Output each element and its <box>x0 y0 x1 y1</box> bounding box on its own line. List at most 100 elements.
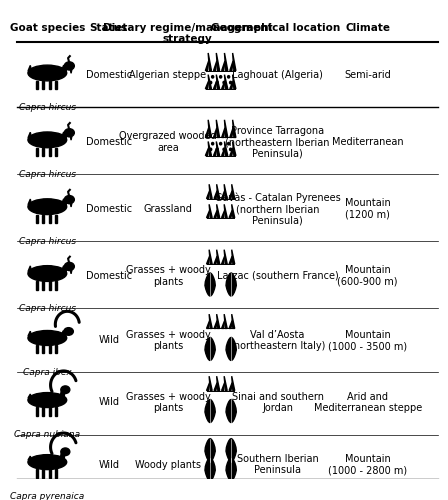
Polygon shape <box>208 120 211 138</box>
Circle shape <box>229 148 233 152</box>
Ellipse shape <box>65 196 74 203</box>
Polygon shape <box>214 128 217 138</box>
Polygon shape <box>224 376 227 390</box>
Polygon shape <box>49 148 52 156</box>
Polygon shape <box>205 81 209 89</box>
Polygon shape <box>232 204 235 218</box>
Polygon shape <box>229 320 232 328</box>
Polygon shape <box>209 314 212 328</box>
Text: Wild: Wild <box>98 398 119 407</box>
Polygon shape <box>216 53 220 70</box>
Polygon shape <box>214 320 217 328</box>
Polygon shape <box>216 120 220 138</box>
Polygon shape <box>55 408 57 416</box>
Polygon shape <box>209 184 212 198</box>
Polygon shape <box>61 331 67 338</box>
Polygon shape <box>222 128 225 138</box>
Text: Domestic: Domestic <box>86 70 132 81</box>
Ellipse shape <box>28 132 67 148</box>
Polygon shape <box>226 338 237 360</box>
Circle shape <box>211 75 215 78</box>
Polygon shape <box>28 199 31 205</box>
Polygon shape <box>42 346 44 354</box>
Text: Domestic: Domestic <box>86 204 132 214</box>
Polygon shape <box>216 74 220 89</box>
Polygon shape <box>207 320 210 328</box>
Ellipse shape <box>61 386 70 394</box>
Polygon shape <box>224 204 227 218</box>
Polygon shape <box>207 190 210 198</box>
Ellipse shape <box>65 128 74 137</box>
Polygon shape <box>233 142 236 156</box>
Polygon shape <box>209 204 212 218</box>
Polygon shape <box>42 282 44 290</box>
Polygon shape <box>205 400 215 422</box>
Text: Southern Iberian
Peninsula: Southern Iberian Peninsula <box>237 454 319 475</box>
Polygon shape <box>222 210 224 218</box>
Polygon shape <box>61 266 67 274</box>
Text: Capra hircus: Capra hircus <box>19 304 76 312</box>
Polygon shape <box>233 74 236 89</box>
Polygon shape <box>205 61 209 70</box>
Polygon shape <box>61 66 67 74</box>
Circle shape <box>229 80 233 84</box>
Circle shape <box>222 148 226 152</box>
Polygon shape <box>42 408 44 416</box>
Text: Laghouat (Algeria): Laghouat (Algeria) <box>232 70 323 81</box>
Circle shape <box>219 142 222 146</box>
Text: Climate: Climate <box>345 23 390 33</box>
Ellipse shape <box>65 262 74 270</box>
Polygon shape <box>209 376 212 390</box>
Polygon shape <box>205 148 209 156</box>
Polygon shape <box>222 61 225 70</box>
Text: Val d’Aosta
(northeastern Italy): Val d’Aosta (northeastern Italy) <box>230 330 325 351</box>
Polygon shape <box>232 184 235 198</box>
Polygon shape <box>36 148 38 156</box>
Text: Arid and
Mediterranean steppe: Arid and Mediterranean steppe <box>314 392 422 413</box>
Text: Mountain
(1000 - 3500 m): Mountain (1000 - 3500 m) <box>328 330 407 351</box>
Circle shape <box>222 80 226 84</box>
Text: Province Tarragona
(northeastern Iberian
Peninsula): Province Tarragona (northeastern Iberian… <box>225 126 330 159</box>
Ellipse shape <box>28 199 67 214</box>
Polygon shape <box>42 214 44 223</box>
Polygon shape <box>222 148 225 156</box>
Polygon shape <box>224 74 228 89</box>
Polygon shape <box>224 250 227 264</box>
Polygon shape <box>233 53 236 70</box>
Polygon shape <box>55 282 57 290</box>
Ellipse shape <box>28 330 67 345</box>
Polygon shape <box>55 346 57 354</box>
Polygon shape <box>55 81 57 90</box>
Polygon shape <box>70 70 72 73</box>
Polygon shape <box>217 314 220 328</box>
Text: Domestic: Domestic <box>86 137 132 147</box>
Polygon shape <box>207 210 210 218</box>
Polygon shape <box>208 53 211 70</box>
Text: Grasses + woody
plants: Grasses + woody plants <box>125 392 211 413</box>
Polygon shape <box>61 199 67 207</box>
Polygon shape <box>214 256 217 264</box>
Polygon shape <box>55 470 57 478</box>
Polygon shape <box>209 250 212 264</box>
Ellipse shape <box>28 266 67 281</box>
Polygon shape <box>28 66 31 71</box>
Polygon shape <box>222 81 225 89</box>
Text: Sinai and southern
Jordan: Sinai and southern Jordan <box>232 392 323 413</box>
Polygon shape <box>217 376 220 390</box>
Polygon shape <box>55 148 57 156</box>
Polygon shape <box>224 184 227 198</box>
Text: Gavàs - Catalan Pyrenees
(northern Iberian
Peninsula): Gavàs - Catalan Pyrenees (northern Iberi… <box>215 192 340 226</box>
Polygon shape <box>205 458 215 480</box>
Ellipse shape <box>28 454 67 469</box>
Circle shape <box>215 80 219 84</box>
Polygon shape <box>208 142 211 156</box>
Circle shape <box>209 80 212 84</box>
Text: Grassland: Grassland <box>143 204 193 214</box>
Polygon shape <box>49 282 52 290</box>
Polygon shape <box>205 338 215 360</box>
Polygon shape <box>214 190 217 198</box>
Polygon shape <box>224 314 227 328</box>
Text: Domestic: Domestic <box>86 271 132 281</box>
Circle shape <box>227 142 230 146</box>
Polygon shape <box>55 214 57 223</box>
